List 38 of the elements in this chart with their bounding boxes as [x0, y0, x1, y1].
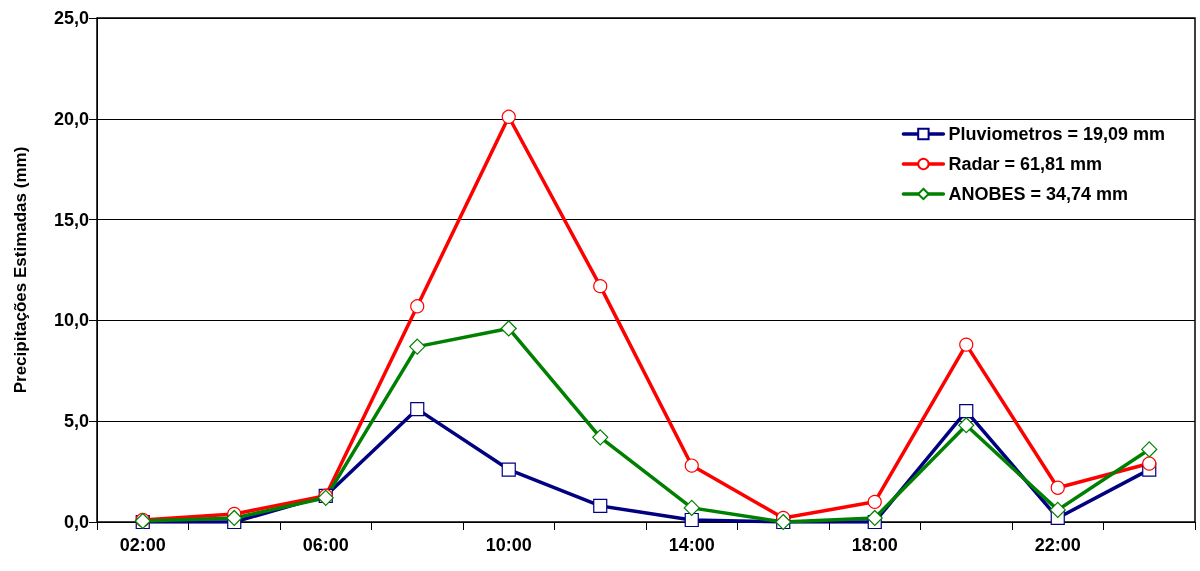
legend-label: Pluviometros = 19,09 mm [948, 124, 1166, 144]
point [684, 512, 699, 528]
point [1049, 501, 1066, 518]
point [683, 499, 700, 516]
point [867, 494, 882, 509]
y-tick-label: 10,0 [53, 310, 89, 331]
point [593, 498, 608, 513]
point [1142, 456, 1157, 471]
point [226, 509, 243, 527]
point [1050, 480, 1065, 495]
y-tick-label: 5,0 [63, 411, 89, 432]
point [1141, 441, 1158, 458]
point [959, 404, 974, 419]
x-tick-label: 06:00 [302, 535, 349, 555]
legend-label: ANOBES = 34,74 mm [948, 184, 1128, 204]
x-tick-label: 02:00 [119, 535, 166, 555]
x-tick-label: 10:00 [485, 535, 532, 555]
point [958, 417, 975, 434]
point [959, 337, 974, 352]
x-tick-label: 22:00 [1034, 535, 1081, 555]
y-tick-label: 0,0 [63, 512, 89, 532]
point [501, 462, 516, 477]
x-tick-label: 18:00 [851, 535, 898, 555]
point [866, 509, 883, 527]
point [410, 402, 425, 417]
point [410, 299, 425, 314]
point [501, 109, 516, 124]
point [592, 429, 609, 446]
y-tick-label: 20,0 [53, 108, 89, 129]
point [593, 279, 608, 294]
legend-label: Radar = 61,81 mm [948, 154, 1102, 174]
point [684, 458, 699, 473]
point [409, 338, 426, 355]
y-tick-label: 15,0 [53, 209, 89, 230]
y-tick-label: 25,0 [53, 8, 89, 28]
y-axis-title: Precipitações Estimadas (mm) [11, 146, 30, 394]
point [500, 320, 517, 337]
x-tick-label: 14:00 [668, 535, 715, 555]
